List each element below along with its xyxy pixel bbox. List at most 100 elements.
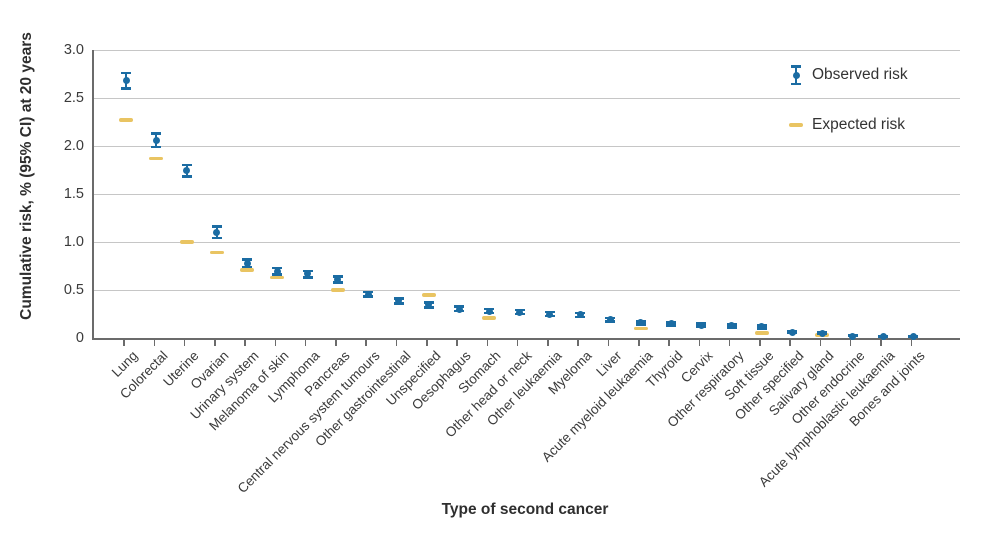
- error-bar-cap-top: [151, 132, 162, 135]
- x-tick-mark: [849, 340, 852, 346]
- x-tick-mark: [698, 340, 701, 346]
- error-bar-cap-bottom: [302, 276, 313, 279]
- legend-expected-dash: [789, 123, 803, 127]
- error-bar-cap-bottom: [242, 265, 253, 269]
- legend-error-bar-cap-top: [791, 65, 801, 68]
- observed-risk-point: [213, 228, 221, 236]
- observed-risk-point: [516, 308, 524, 316]
- error-bar-cap-top: [211, 225, 222, 228]
- observed-risk-point: [485, 307, 493, 315]
- legend-observed-point: [792, 71, 800, 79]
- legend-entry-expected: Expected risk: [789, 112, 905, 138]
- gridline: [94, 145, 960, 147]
- legend-entry-observed: Observed risk: [789, 62, 908, 88]
- x-axis-title: Type of second cancer: [441, 501, 609, 518]
- expected-risk-dash: [330, 288, 345, 292]
- x-tick-mark: [728, 340, 731, 346]
- observed-risk-point: [879, 332, 887, 340]
- expected-risk-dash: [240, 268, 255, 272]
- observed-risk-point: [697, 322, 705, 330]
- expected-risk-dash: [754, 331, 769, 335]
- gridline: [94, 241, 960, 243]
- expected-risk-dash: [270, 275, 285, 280]
- observed-risk-point: [364, 291, 372, 299]
- error-bar-cap-top: [272, 266, 283, 270]
- observed-risk-point: [183, 167, 191, 175]
- observed-risk-point: [395, 297, 403, 305]
- x-tick-mark: [607, 340, 610, 346]
- error-bar-cap-top: [121, 71, 131, 75]
- y-tick-label: 2.5: [63, 90, 84, 106]
- x-tick-mark: [123, 340, 125, 346]
- expected-risk-marker-icon: [789, 113, 803, 137]
- x-tick-mark: [789, 340, 791, 346]
- observed-risk-point: [425, 300, 433, 308]
- observed-risk-marker-icon: [789, 63, 803, 87]
- expected-risk-dash: [179, 240, 194, 244]
- observed-risk-point: [152, 136, 160, 144]
- error-bar-cap-top: [242, 258, 253, 261]
- observed-risk-point: [909, 332, 917, 340]
- x-tick-mark: [456, 340, 458, 346]
- expected-risk-dash: [209, 250, 224, 255]
- observed-risk-point: [637, 319, 645, 327]
- x-tick-mark: [547, 340, 549, 346]
- gridline: [94, 289, 960, 291]
- error-bar-cap-bottom: [181, 175, 192, 178]
- x-tick-mark: [183, 340, 186, 346]
- x-tick-mark: [214, 340, 216, 346]
- y-tick-label: 2.0: [63, 138, 84, 154]
- error-bar-cap-bottom: [121, 87, 131, 90]
- observed-risk-point: [455, 305, 463, 313]
- plot-area: [92, 49, 960, 340]
- gridline: [94, 49, 960, 51]
- legend-error-bar-cap-bottom: [791, 82, 801, 85]
- x-tick-mark: [668, 340, 670, 346]
- x-tick-mark: [365, 340, 367, 346]
- x-tick-mark: [577, 340, 579, 346]
- y-tick-label: 1.5: [63, 186, 84, 202]
- observed-risk-point: [576, 311, 584, 319]
- x-tick-mark: [153, 340, 156, 346]
- observed-risk-point: [606, 316, 614, 324]
- observed-risk-point: [818, 329, 826, 337]
- x-tick-mark: [335, 340, 337, 346]
- x-tick-mark: [426, 340, 428, 346]
- observed-risk-point: [788, 328, 796, 336]
- observed-risk-point: [667, 320, 675, 328]
- x-tick-mark: [910, 340, 913, 346]
- error-bar-cap-bottom: [211, 236, 222, 240]
- x-tick-mark: [244, 340, 246, 346]
- expected-risk-dash: [149, 156, 164, 161]
- x-tick-mark: [486, 340, 489, 346]
- x-tick-mark: [304, 340, 307, 346]
- gridline: [94, 97, 960, 99]
- y-tick-label: 0: [75, 330, 84, 346]
- x-tick-mark: [274, 340, 277, 346]
- expected-risk-dash: [633, 326, 648, 331]
- observed-risk-point: [304, 270, 312, 278]
- legend-label-expected: Expected risk: [812, 116, 906, 133]
- y-tick-label: 0.5: [63, 282, 84, 298]
- y-tick-label: 1.0: [63, 234, 84, 250]
- x-tick-mark: [880, 340, 882, 346]
- observed-risk-point: [849, 332, 857, 340]
- observed-risk-point: [546, 310, 554, 318]
- error-bar-cap-top: [181, 163, 192, 167]
- expected-risk-dash: [421, 293, 436, 297]
- observed-risk-point: [273, 268, 281, 276]
- x-tick-mark: [516, 340, 519, 346]
- observed-risk-point: [758, 322, 766, 330]
- y-axis-title: Cumulative risk, % (95% CI) at 20 years: [18, 32, 35, 320]
- gridline: [94, 193, 960, 195]
- observed-risk-point: [728, 322, 736, 330]
- expected-risk-dash: [482, 316, 497, 320]
- y-tick-label: 3.0: [63, 42, 84, 58]
- observed-risk-point: [243, 259, 251, 267]
- expected-risk-dash: [119, 118, 133, 122]
- x-tick-mark: [759, 340, 761, 346]
- observed-risk-point: [334, 275, 342, 283]
- legend-label-observed: Observed risk: [812, 66, 908, 83]
- error-bar-cap-bottom: [151, 145, 162, 149]
